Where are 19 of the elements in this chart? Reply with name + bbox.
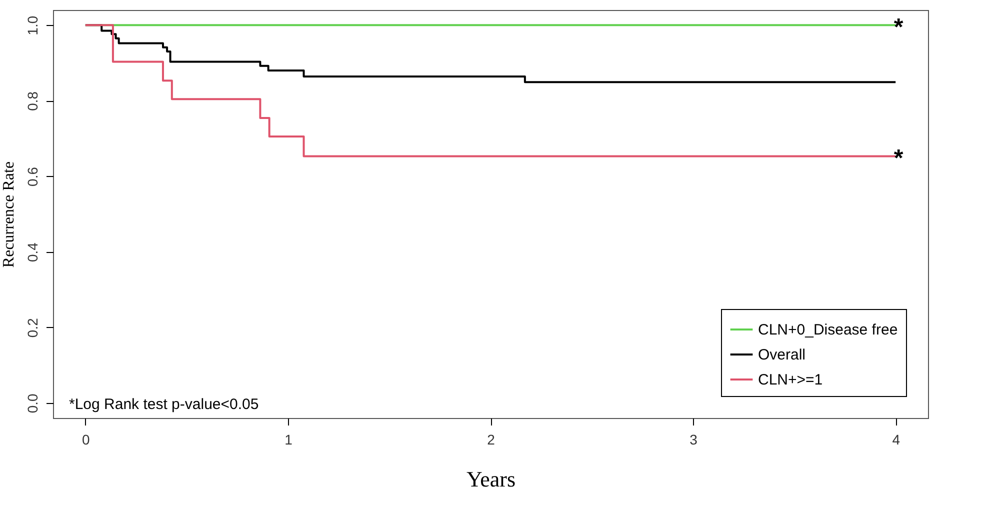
annotation: * xyxy=(894,145,904,172)
x-tick-label: 3 xyxy=(690,432,698,448)
y-tick-label: 1.0 xyxy=(24,16,40,36)
y-tick-label: 0.4 xyxy=(24,242,40,262)
legend-label: CLN+0_Disease free xyxy=(758,322,898,338)
y-axis-title: Recurrence Rate xyxy=(0,161,18,268)
x-axis-title: Years xyxy=(466,466,516,492)
x-tick-label: 1 xyxy=(284,432,293,448)
legend-label: Overall xyxy=(758,346,806,364)
x-tick-label: 0 xyxy=(82,432,90,448)
annotation: *Log Rank test p-value<0.05 xyxy=(69,396,259,413)
y-tick-label: 0.0 xyxy=(24,393,40,414)
annotation: * xyxy=(894,14,904,42)
x-tick-label: 4 xyxy=(892,432,900,448)
legend-label: CLN+>=1 xyxy=(758,372,823,388)
y-tick-label: 0.2 xyxy=(24,318,40,338)
x-tick-label: 2 xyxy=(487,432,496,448)
y-tick-label: 0.6 xyxy=(24,166,40,186)
y-tick-label: 0.8 xyxy=(24,91,40,111)
